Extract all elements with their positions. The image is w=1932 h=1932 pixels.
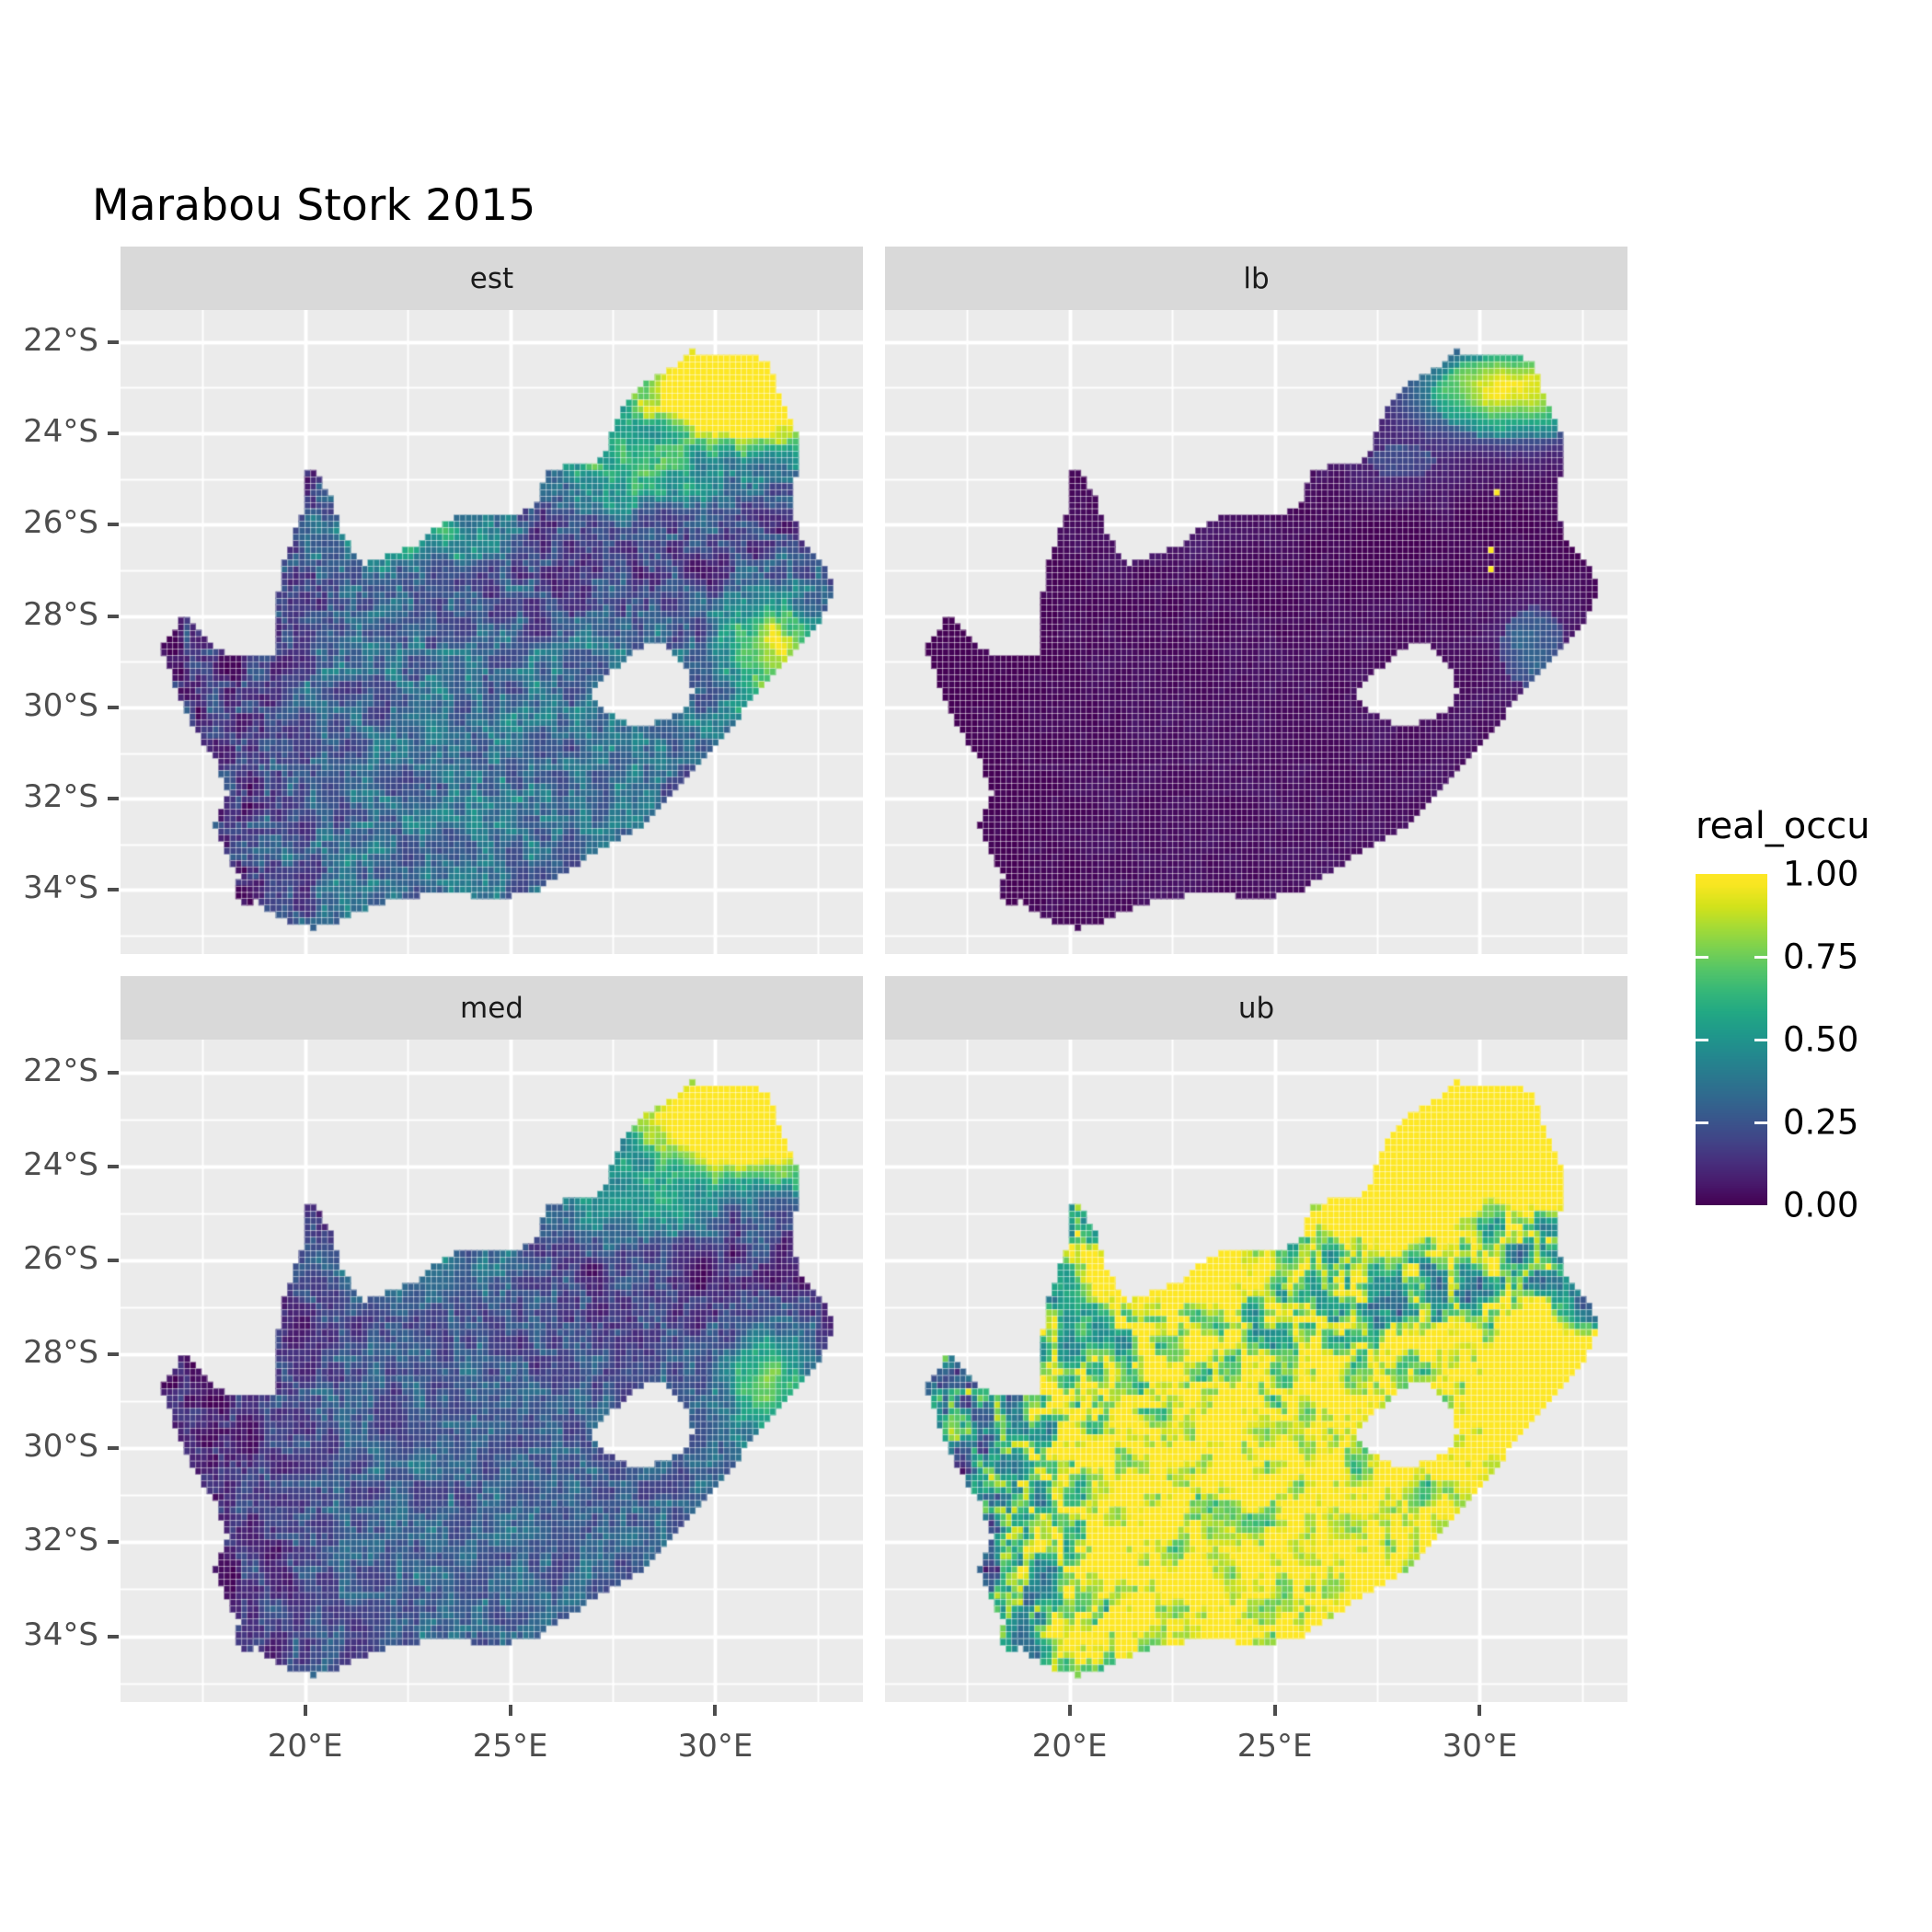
- legend-tick-mark: [1754, 1121, 1767, 1124]
- facet-strip-ub: ub: [885, 976, 1627, 1040]
- facet-panel-ub: [885, 1040, 1627, 1702]
- y-axis-tick-mark: [108, 797, 119, 801]
- facet-strip-med: med: [121, 976, 863, 1040]
- page-title: Marabou Stork 2015: [92, 180, 536, 231]
- y-axis-tick-label: 22°S: [23, 1052, 98, 1089]
- y-axis-tick-label: 32°S: [23, 778, 98, 816]
- y-axis-tick-mark: [108, 1070, 119, 1075]
- legend-tick-label: 0.25: [1783, 1102, 1859, 1143]
- x-axis-tick-label: 20°E: [267, 1728, 343, 1765]
- x-axis-tick-label: 30°E: [1442, 1728, 1518, 1765]
- y-axis-tick-label: 22°S: [23, 321, 98, 359]
- y-axis-tick-mark: [108, 339, 119, 344]
- y-axis-tick-mark: [108, 431, 119, 436]
- x-axis-tick-label: 20°E: [1031, 1728, 1108, 1765]
- y-axis-tick-label: 26°S: [23, 504, 98, 542]
- x-axis-tick-mark: [303, 1705, 307, 1716]
- facet-panel-est: [121, 310, 863, 954]
- x-axis-tick-mark: [1272, 1705, 1277, 1716]
- facet-panel-lb: [885, 310, 1627, 954]
- legend-tick-mark: [1696, 1121, 1708, 1124]
- facet-strip-lb: lb: [885, 247, 1627, 310]
- facet-panel-med: [121, 1040, 863, 1702]
- y-axis-tick-mark: [108, 888, 119, 892]
- y-axis-tick-label: 32°S: [23, 1522, 98, 1559]
- facet-strip-label: est: [469, 261, 514, 295]
- raster-map-ub: [885, 1040, 1627, 1702]
- y-axis-tick-label: 24°S: [23, 1145, 98, 1183]
- legend-title: real_occu: [1696, 805, 1870, 847]
- y-axis-tick-label: 30°S: [23, 686, 98, 724]
- legend-tick-label: 0.00: [1783, 1185, 1859, 1225]
- y-axis-tick-mark: [108, 705, 119, 709]
- y-axis-tick-label: 30°S: [23, 1428, 98, 1466]
- y-axis-tick-mark: [108, 1446, 119, 1451]
- legend-tick-label: 0.75: [1783, 937, 1859, 977]
- y-axis-tick-mark: [108, 1259, 119, 1262]
- x-axis-tick-mark: [508, 1705, 512, 1716]
- legend-tick-mark: [1696, 1039, 1708, 1041]
- y-axis-tick-label: 34°S: [23, 1616, 98, 1653]
- facet-strip-label: med: [460, 991, 523, 1025]
- y-axis-tick-label: 28°S: [23, 595, 98, 633]
- legend-tick-label: 0.50: [1783, 1019, 1859, 1060]
- facet-strip-label: ub: [1237, 991, 1275, 1025]
- x-axis-tick-mark: [713, 1705, 718, 1716]
- x-axis-tick-label: 30°E: [677, 1728, 753, 1765]
- legend-tick-mark: [1754, 1039, 1767, 1041]
- facet-strip-est: est: [121, 247, 863, 310]
- y-axis-tick-label: 28°S: [23, 1334, 98, 1372]
- x-axis-tick-mark: [1478, 1705, 1482, 1716]
- legend-tick-label: 1.00: [1783, 854, 1859, 894]
- x-axis-tick-label: 25°E: [472, 1728, 548, 1765]
- y-axis-tick-mark: [108, 1540, 119, 1545]
- raster-map-med: [121, 1040, 863, 1702]
- facet-strip-label: lb: [1243, 261, 1270, 295]
- y-axis-tick-label: 24°S: [23, 413, 98, 451]
- y-axis-tick-mark: [108, 523, 119, 527]
- legend-tick-mark: [1754, 956, 1767, 959]
- y-axis-tick-mark: [108, 1352, 119, 1357]
- raster-map-lb: [885, 310, 1627, 954]
- y-axis-tick-label: 34°S: [23, 869, 98, 907]
- legend-tick-mark: [1696, 956, 1708, 959]
- x-axis-tick-mark: [1067, 1705, 1072, 1716]
- y-axis-tick-mark: [108, 614, 119, 618]
- x-axis-tick-label: 25°E: [1236, 1728, 1313, 1765]
- y-axis-tick-mark: [108, 1634, 119, 1639]
- y-axis-tick-mark: [108, 1164, 119, 1168]
- raster-map-est: [121, 310, 863, 954]
- y-axis-tick-label: 26°S: [23, 1240, 98, 1277]
